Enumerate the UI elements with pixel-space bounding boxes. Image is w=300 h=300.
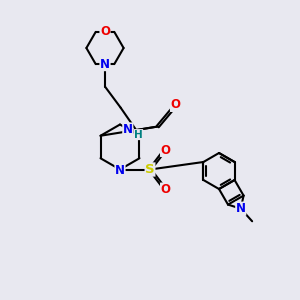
- Text: O: O: [170, 98, 181, 111]
- Text: O: O: [160, 143, 171, 157]
- Text: S: S: [145, 163, 155, 176]
- Text: N: N: [115, 164, 125, 177]
- Text: N: N: [123, 123, 133, 136]
- Text: O: O: [160, 183, 171, 196]
- Text: N: N: [236, 202, 246, 215]
- Text: N: N: [100, 58, 110, 70]
- Text: O: O: [100, 26, 110, 38]
- Text: H: H: [134, 130, 143, 140]
